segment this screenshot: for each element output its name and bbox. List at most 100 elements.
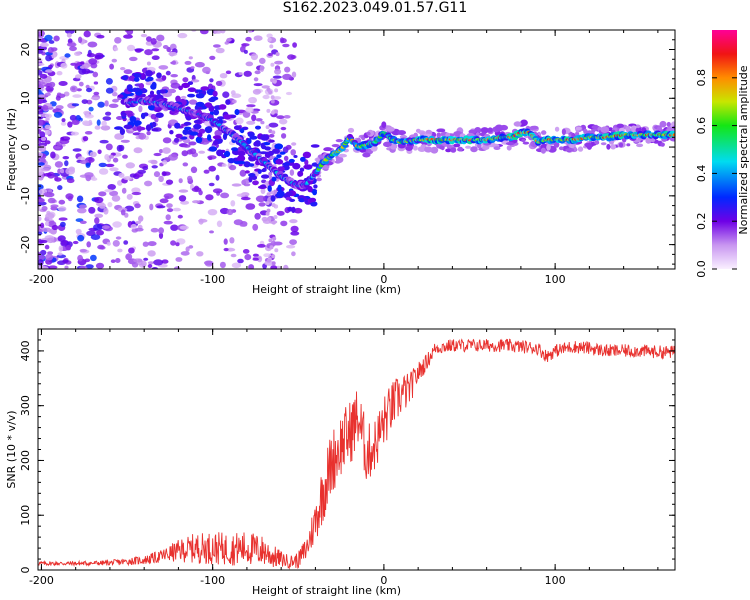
halo-cell: [577, 146, 584, 152]
noise-cell: [57, 168, 62, 175]
halo-cell: [575, 131, 580, 137]
noise-cell: [100, 125, 111, 131]
spec-x-tick-label: 100: [545, 273, 566, 286]
noise-cell: [44, 113, 53, 119]
noise-cell: [94, 217, 100, 225]
noise-cell: [86, 241, 91, 248]
halo-cell: [121, 75, 129, 81]
noise-cell: [253, 77, 259, 82]
noise-cell: [191, 187, 202, 193]
noise-cell: [289, 219, 298, 224]
halo-cell: [257, 169, 262, 175]
noise-cell: [116, 144, 123, 152]
noise-cell: [71, 103, 80, 107]
noise-cell: [203, 169, 210, 174]
halo-cell: [212, 135, 222, 140]
halo-cell: [279, 151, 286, 155]
noise-cell: [44, 140, 51, 145]
noise-cell: [147, 241, 157, 247]
halo-cell: [262, 167, 267, 172]
halo-cell: [650, 138, 656, 143]
noise-cell: [97, 244, 105, 250]
noise-cell: [129, 56, 138, 62]
noise-cell: [70, 131, 79, 136]
halo-cell: [289, 198, 296, 202]
noise-cell: [226, 37, 232, 42]
noise-cell: [144, 49, 153, 56]
noise-cell: [138, 132, 147, 140]
noise-cell: [48, 265, 58, 269]
noise-cell: [178, 178, 183, 184]
chart-title: S162.2023.049.01.57.G11: [282, 0, 468, 16]
noise-cell: [198, 218, 208, 223]
noise-cell: [114, 37, 122, 44]
noise-cell: [194, 61, 205, 68]
noise-cell: [212, 188, 223, 194]
noise-cell: [166, 208, 174, 213]
halo-cell: [195, 93, 205, 99]
noise-cell: [123, 69, 133, 75]
halo-cell: [494, 124, 504, 132]
noise-cell: [267, 37, 272, 42]
snr-x-tick-label: -200: [29, 574, 54, 587]
noise-cell: [272, 236, 277, 241]
noise-cell: [149, 203, 154, 211]
noise-cell: [289, 239, 297, 246]
spectrogram-cells: [38, 30, 675, 269]
halo-cell: [217, 116, 225, 120]
halo-cell: [212, 90, 218, 97]
noise-cell: [38, 198, 45, 203]
snr-y-axis-label: SNR (10 * v/v): [5, 410, 18, 488]
noise-cell: [165, 70, 171, 76]
noise-cell: [120, 67, 126, 71]
halo-cell: [285, 191, 293, 196]
noise-cell: [77, 207, 87, 214]
halo-cell: [331, 144, 340, 148]
halo-cell: [322, 164, 330, 170]
noise-cell: [64, 53, 71, 58]
halo-cell: [117, 94, 124, 98]
halo-cell: [297, 170, 303, 177]
noise-cell: [231, 183, 242, 187]
noise-cell: [78, 36, 83, 43]
noise-cell: [266, 192, 271, 197]
noise-cell: [57, 185, 63, 191]
noise-cell: [263, 253, 272, 258]
noise-cell: [226, 208, 234, 216]
noise-cell: [252, 253, 259, 257]
noise-cell: [147, 261, 154, 265]
noise-cell: [48, 81, 56, 88]
noise-cell: [261, 85, 270, 89]
noise-cell: [84, 114, 94, 119]
noise-cell: [270, 265, 278, 269]
halo-cell: [223, 114, 232, 120]
noise-cell: [236, 193, 246, 197]
noise-cell: [252, 257, 259, 261]
halo-cell: [259, 151, 268, 155]
noise-cell: [76, 195, 84, 203]
snr-y-tick-label: 100: [19, 505, 32, 526]
noise-cell: [43, 164, 52, 171]
noise-cell: [38, 259, 44, 266]
noise-cell: [170, 82, 181, 89]
noise-cell: [248, 98, 254, 103]
halo-cell: [323, 147, 332, 152]
noise-cell: [286, 244, 296, 249]
noise-cell: [96, 34, 105, 39]
noise-cell: [78, 81, 84, 87]
noise-cell: [50, 151, 56, 159]
halo-cell: [248, 173, 256, 177]
halo-cell: [121, 113, 127, 117]
noise-cell: [81, 62, 91, 69]
noise-cell: [62, 259, 69, 264]
noise-cell: [123, 176, 133, 181]
halo-cell: [151, 121, 157, 128]
noise-cell: [99, 139, 109, 144]
halo-cell: [625, 125, 631, 133]
noise-cell: [124, 212, 129, 218]
colorbar-tick-label: 0.8: [695, 69, 708, 87]
noise-cell: [274, 68, 282, 75]
halo-cell: [193, 119, 201, 124]
noise-cell: [138, 215, 144, 222]
